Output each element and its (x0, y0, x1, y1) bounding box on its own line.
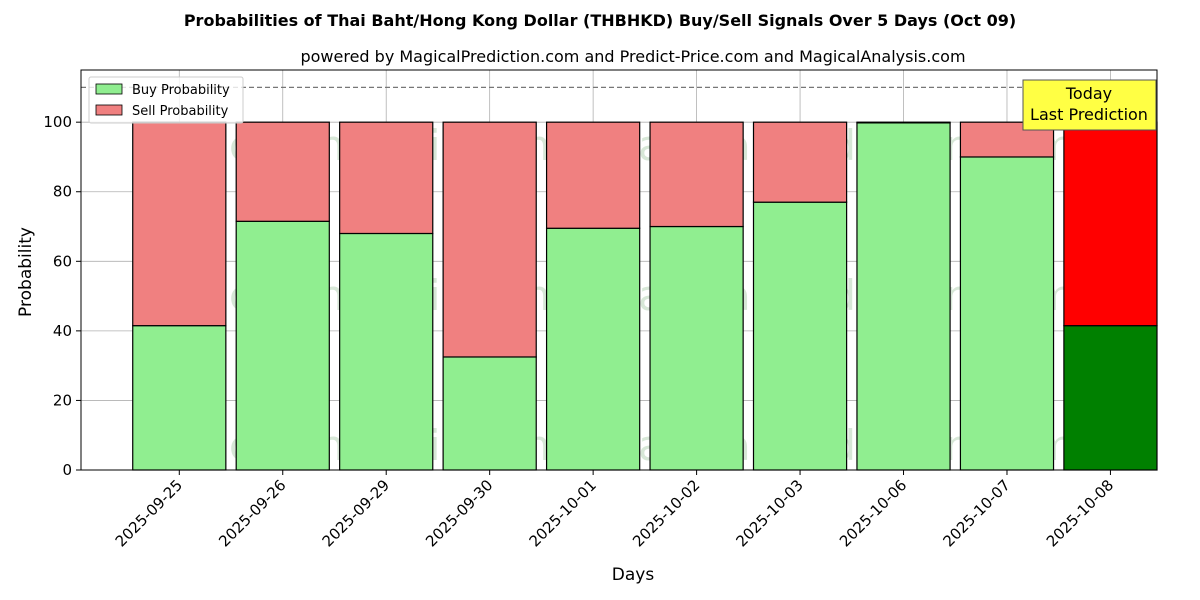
sell-bar (856, 121, 951, 124)
legend-sell-swatch (95, 104, 123, 116)
annotation-box (1022, 79, 1157, 131)
buy-bar (959, 156, 1055, 471)
buy-bar (339, 232, 434, 471)
buy-bar (132, 325, 227, 471)
buy-bar (545, 227, 641, 471)
x-ticks: 2025-09-25 2025-09-26 2025-09-29 2025-09-30… (112, 470, 1117, 550)
x-tick-label: 2025-10-07 (939, 476, 1013, 550)
x-tick-label: 2025-10-01 (526, 476, 600, 550)
x-tick-label: 2025-10-08 (1043, 476, 1117, 550)
sell-bar (339, 121, 434, 235)
annotation-line1: Today (1065, 84, 1112, 103)
y-tick-label: 0 (62, 461, 72, 479)
y-tick-label: 20 (53, 391, 72, 409)
annotation-line2: Last Prediction (1030, 105, 1148, 124)
x-tick-label: 2025-09-25 (112, 476, 186, 550)
legend-buy-swatch (95, 83, 123, 95)
chart-title: Probabilities of Thai Baht/Hong Kong Dol… (184, 11, 1016, 30)
legend-sell-label: Sell Probability (132, 104, 229, 119)
y-tick-label: 80 (53, 183, 72, 201)
legend: Buy Probability Sell Probability (88, 76, 244, 124)
x-tick-label: 2025-10-03 (733, 476, 807, 550)
x-tick-label: 2025-09-29 (319, 476, 393, 550)
sell-bar (1063, 121, 1158, 327)
y-tick-label: 60 (53, 252, 72, 270)
x-axis-label: Days (612, 565, 655, 585)
buy-bar (1063, 325, 1158, 471)
legend-box (88, 76, 244, 124)
sell-bar (132, 121, 227, 327)
sell-bar (649, 121, 744, 228)
buy-bar (752, 201, 848, 471)
chart-subtitle: powered by MagicalPrediction.com and Pre… (300, 47, 965, 66)
sell-bar (235, 121, 330, 222)
sell-bar (442, 121, 537, 358)
plot-frame (80, 69, 1158, 471)
x-tick-label: 2025-10-02 (629, 476, 703, 550)
buy-bar (235, 220, 330, 471)
buy-bar (649, 225, 744, 471)
y-axis-label: Probability (16, 227, 36, 317)
today-annotation: Today Last Prediction (1022, 79, 1157, 131)
y-ticks: 0 20 40 60 80 100 (43, 113, 81, 479)
sell-bar (752, 121, 848, 203)
buy-bar (442, 356, 537, 471)
y-tick-label: 40 (53, 322, 72, 340)
x-tick-label: 2025-10-06 (836, 476, 910, 550)
legend-buy-label: Buy Probability (132, 83, 230, 98)
x-tick-label: 2025-09-26 (215, 476, 289, 550)
sell-bar (545, 121, 641, 229)
bars (132, 121, 1158, 471)
buy-bar (856, 122, 951, 471)
x-tick-label: 2025-09-30 (422, 476, 496, 550)
y-tick-label: 100 (43, 113, 72, 131)
